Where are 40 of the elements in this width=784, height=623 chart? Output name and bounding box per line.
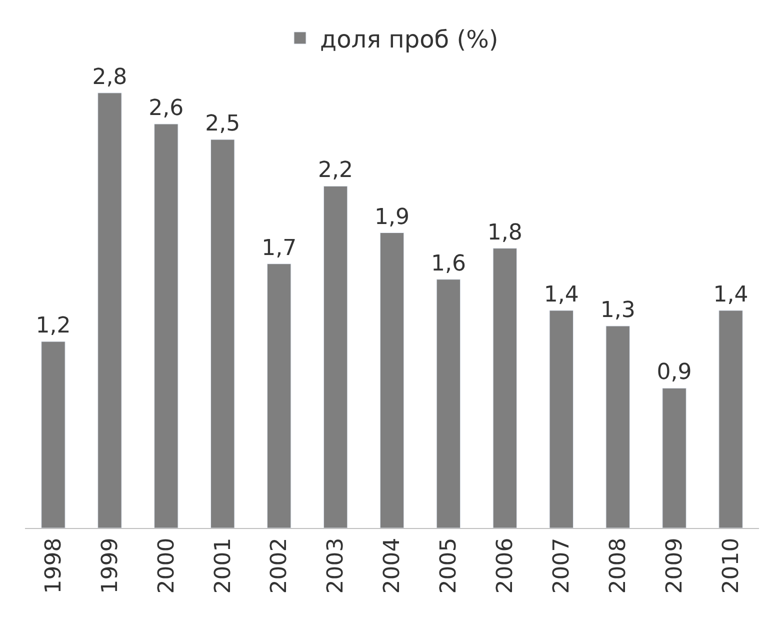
x-tick-label: 2006 [493, 538, 518, 594]
bar [98, 92, 122, 528]
legend-label: доля проб (%) [320, 25, 498, 54]
bar [266, 264, 292, 528]
data-label: 1,9 [374, 204, 410, 230]
bar [549, 310, 574, 528]
data-label: 1,3 [600, 298, 636, 323]
data-label: 2,6 [148, 96, 184, 121]
data-label: 2,5 [205, 112, 240, 137]
bar [380, 232, 404, 528]
bar [606, 326, 630, 528]
bar [41, 341, 66, 528]
data-label: 2,2 [318, 158, 354, 184]
x-tick-label: 1998 [41, 538, 66, 594]
x-tick-label: 2009 [662, 538, 688, 594]
bar [154, 124, 178, 528]
data-label: 1,6 [430, 251, 466, 276]
x-tick-label: 2005 [436, 538, 462, 594]
bar [436, 279, 461, 528]
bar [492, 248, 518, 528]
bar [718, 310, 743, 528]
x-tick-label: 2004 [380, 538, 406, 594]
data-label: 1,7 [262, 236, 297, 261]
data-label: 1,2 [36, 314, 71, 339]
x-tick-label: 2007 [550, 538, 575, 594]
x-tick-label: 2001 [210, 538, 236, 594]
x-tick-label: 1999 [98, 538, 123, 594]
bar [210, 139, 235, 528]
data-label: 1,4 [713, 282, 748, 308]
data-label: 1,8 [487, 220, 522, 246]
bar [662, 388, 686, 528]
x-tick-label: 2003 [324, 538, 349, 594]
x-tick-label: 2000 [154, 538, 180, 594]
x-tick-label: 2002 [267, 538, 292, 594]
data-label: 1,4 [544, 282, 579, 308]
bar [323, 186, 348, 528]
x-tick-label: 2008 [606, 538, 631, 594]
x-tick-label: 2010 [718, 538, 744, 594]
data-label: 2,8 [92, 64, 128, 90]
data-label: 0,9 [656, 360, 692, 386]
